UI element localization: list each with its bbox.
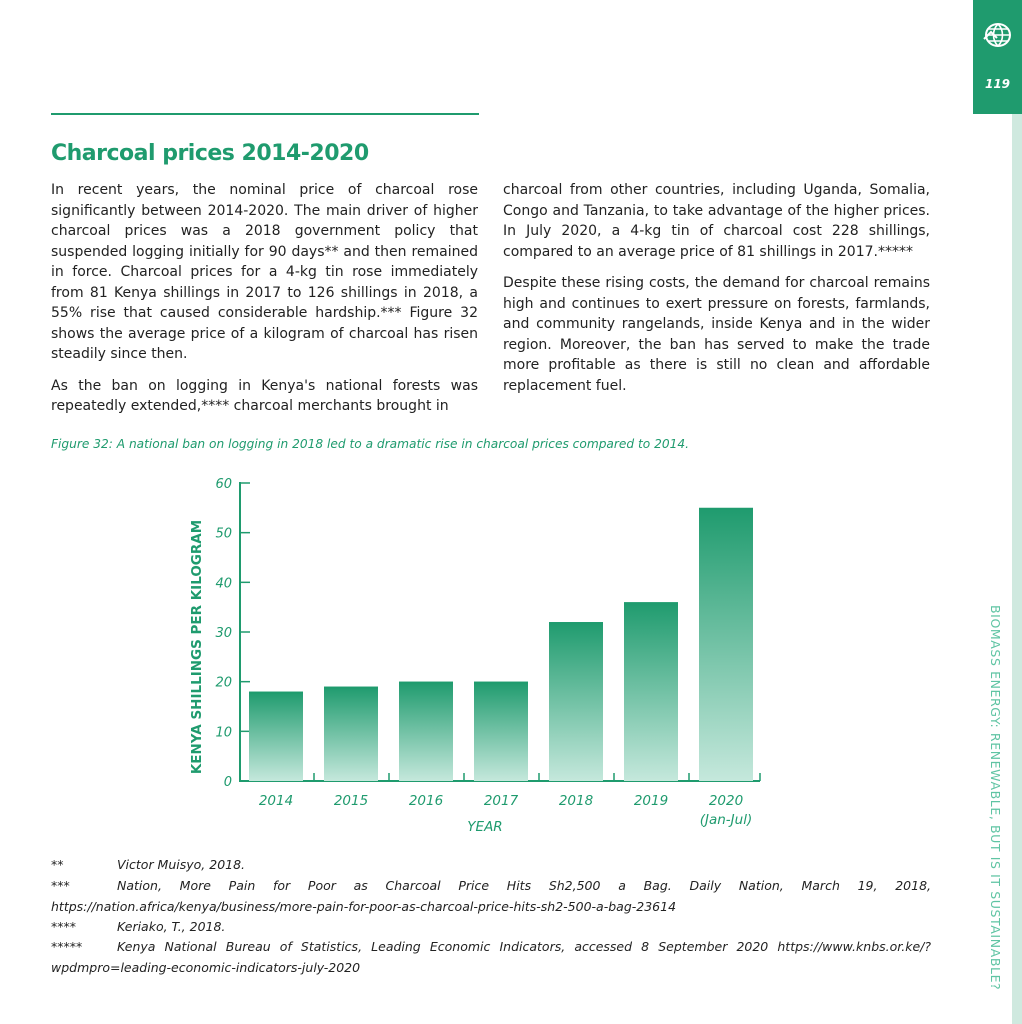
footnote-text: Nation, More Pain for Poor as Charcoal P… bbox=[51, 878, 931, 914]
x-axis-title: YEAR bbox=[467, 819, 502, 835]
y-axis-title: KENYA SHILLINGS PER KILOGRAM bbox=[189, 520, 205, 774]
footnote-text: Kenya National Bureau of Statistics, Lea… bbox=[51, 939, 931, 975]
figure-caption: Figure 32: A national ban on logging in … bbox=[51, 437, 690, 451]
y-tick-label: 30 bbox=[215, 626, 232, 641]
y-tick-label: 40 bbox=[215, 576, 232, 591]
section-rule bbox=[51, 113, 479, 115]
paragraph: charcoal from other countries, including… bbox=[503, 182, 930, 260]
x-tick-label: 2017 bbox=[484, 793, 519, 809]
globe-icon bbox=[983, 23, 1011, 47]
bar-2014 bbox=[249, 691, 303, 781]
bar-2019 bbox=[624, 602, 678, 781]
x-tick-sublabel: (Jan-Jul) bbox=[700, 812, 753, 828]
side-bar bbox=[1012, 114, 1022, 1024]
text-column-right: charcoal from other countries, including… bbox=[503, 180, 930, 407]
footnote-mark: ** bbox=[51, 857, 64, 872]
x-tick-label: 2019 bbox=[634, 793, 668, 809]
x-tick-label: 2018 bbox=[559, 793, 593, 809]
bar-2020 bbox=[699, 507, 753, 781]
y-tick-label: 10 bbox=[215, 725, 232, 740]
section-title: Charcoal prices 2014-2020 bbox=[51, 141, 369, 166]
footnote: ** Victor Muisyo, 2018. bbox=[51, 855, 931, 876]
side-label: BIOMASS ENERGY: RENEWABLE, BUT IS IT SUS… bbox=[988, 605, 1003, 991]
x-tick-label: 2016 bbox=[409, 793, 443, 809]
y-tick-label: 0 bbox=[224, 775, 232, 790]
footnote: **** Keriako, T., 2018. bbox=[51, 917, 931, 938]
bar-2015 bbox=[324, 686, 378, 781]
x-tick-label: 2014 bbox=[259, 793, 293, 809]
footnote-mark: ***** bbox=[51, 939, 83, 954]
footnote-mark: **** bbox=[51, 919, 76, 934]
bar-2018 bbox=[549, 622, 603, 781]
y-tick-label: 50 bbox=[215, 527, 232, 542]
bar-chart: 0 10 20 30 40 50 60 2014 2015 2016 2017 2018 2019 202… bbox=[189, 477, 761, 835]
y-tick-label: 20 bbox=[215, 676, 232, 691]
page-number: 119 bbox=[984, 77, 1011, 91]
footnote: *** Nation, More Pain for Poor as Charcoa… bbox=[51, 876, 931, 917]
paragraph: In recent years, the nominal price of ch… bbox=[51, 182, 478, 362]
bar-2016 bbox=[399, 681, 453, 781]
x-tick-label: 2020 bbox=[709, 793, 743, 809]
footnote-text: Victor Muisyo, 2018. bbox=[117, 857, 246, 872]
footnote-mark: *** bbox=[51, 878, 70, 893]
footnote-text: Keriako, T., 2018. bbox=[117, 919, 226, 934]
x-tick-label: 2015 bbox=[334, 793, 368, 809]
paragraph: Despite these rising costs, the demand f… bbox=[503, 275, 930, 394]
paragraph: As the ban on logging in Kenya's nationa… bbox=[51, 377, 478, 415]
bar-2017 bbox=[474, 681, 528, 781]
page-tab bbox=[973, 0, 1022, 114]
text-column-left: In recent years, the nominal price of ch… bbox=[51, 180, 478, 428]
y-tick-label: 60 bbox=[215, 477, 232, 492]
footnote: ***** Kenya National Bureau of Statistics… bbox=[51, 937, 931, 978]
